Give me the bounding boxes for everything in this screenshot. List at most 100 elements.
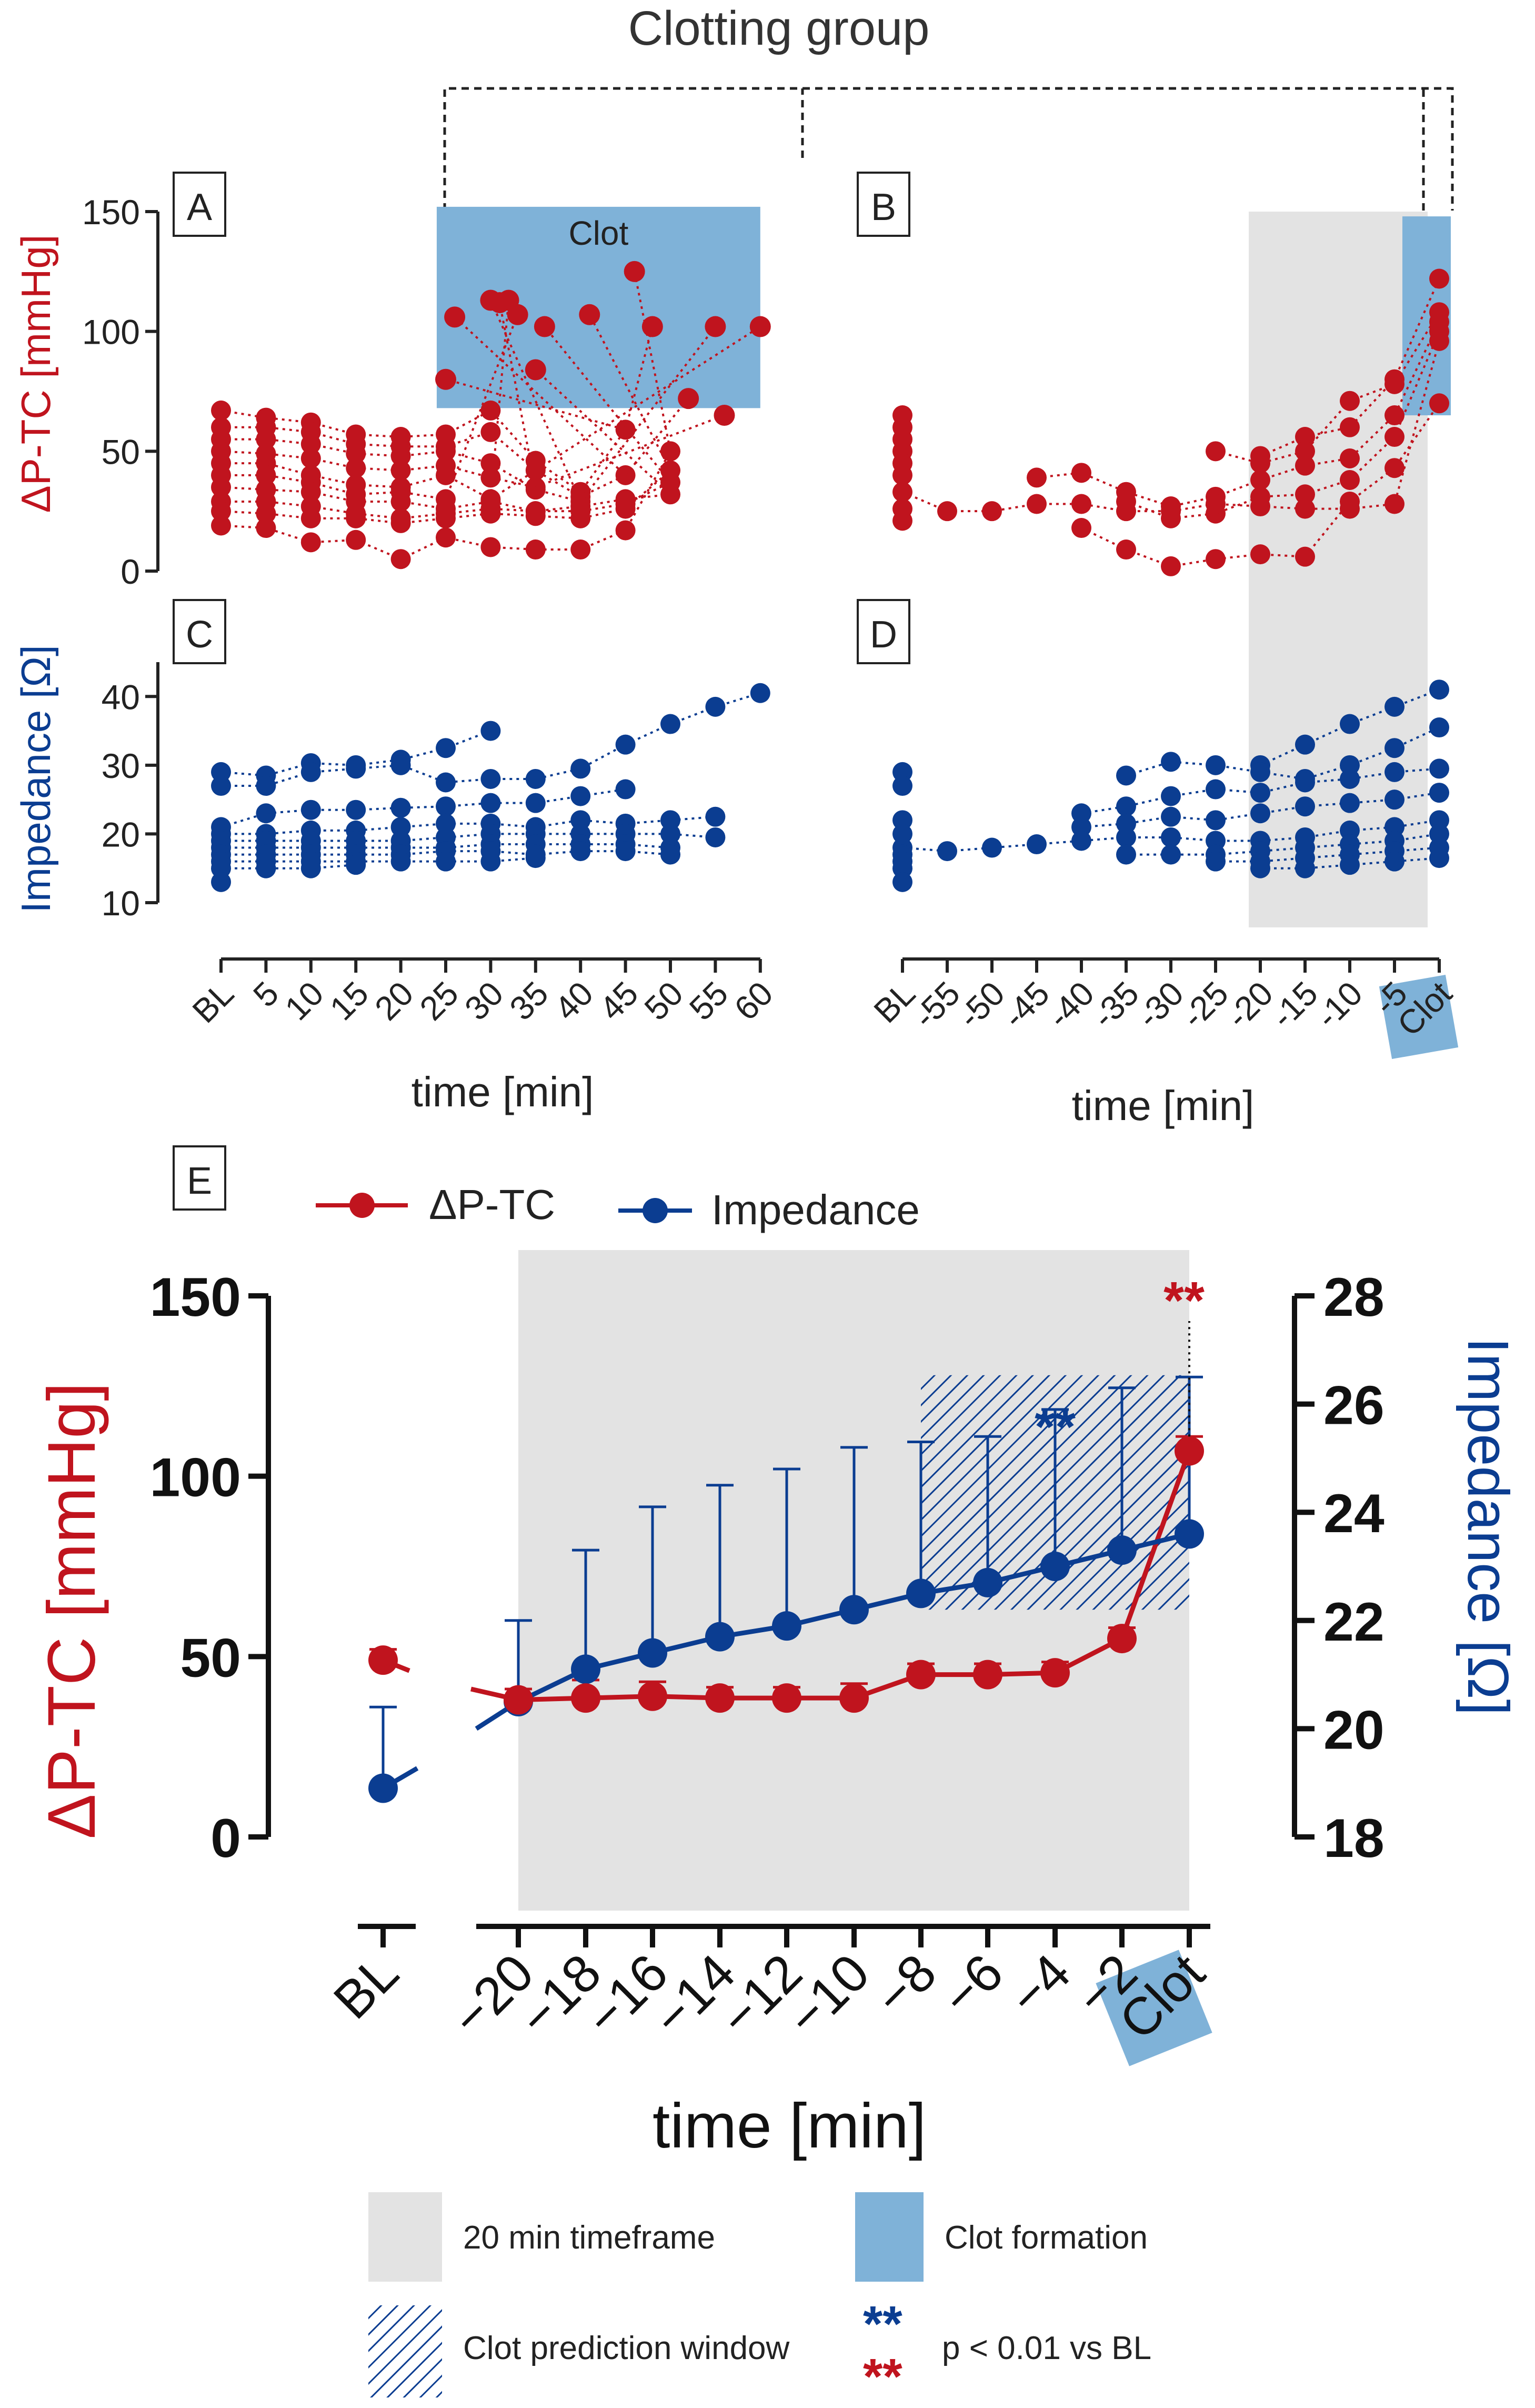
data-point-c [390, 851, 411, 872]
data-point-d [1429, 758, 1449, 779]
panel-box-a [173, 172, 226, 237]
data-point-b [1250, 544, 1270, 565]
panel-letter-c: C [186, 614, 213, 656]
data-point-c [256, 803, 276, 824]
clot-point-a [534, 316, 555, 337]
data-point-d [1250, 762, 1270, 782]
data-point-d [937, 841, 957, 862]
series-line-a [221, 300, 510, 501]
data-point-b [1206, 549, 1226, 569]
figure-title: Clotting group [628, 2, 930, 55]
connector-outer [443, 87, 1454, 211]
data-point-a [211, 477, 231, 497]
data-point-b [1384, 458, 1404, 478]
data-point-a [480, 453, 501, 474]
data-point-imp-e [906, 1578, 936, 1608]
data-point-a [300, 482, 321, 502]
data-point-c [660, 714, 680, 734]
legend-imp-label: Impedance [711, 1186, 920, 1233]
series-line-c [221, 864, 356, 870]
data-point-c [750, 683, 770, 703]
data-point-b [937, 501, 957, 522]
data-point-d [1340, 820, 1360, 841]
xlabel-time-d: time [min] [1072, 1082, 1255, 1129]
data-point-a [480, 422, 501, 442]
clot-point-a [678, 388, 699, 409]
data-point-c [480, 793, 501, 813]
data-point-d [1384, 762, 1404, 782]
data-point-b [1027, 494, 1047, 514]
bl-point-b [892, 511, 912, 531]
data-point-a [480, 537, 501, 557]
data-point-a [570, 508, 591, 528]
data-point-dp-e [839, 1683, 869, 1713]
data-point-b [1384, 405, 1404, 426]
y-tick-label-left-e: 0 [210, 1808, 241, 1869]
data-point-d [1071, 817, 1091, 837]
x-tick-label-e: −10 [776, 1943, 880, 2047]
data-point-c [346, 800, 366, 820]
data-point-imp-e [839, 1595, 869, 1625]
y-tick-label-right-e: 18 [1323, 1808, 1384, 1869]
data-point-b [1340, 391, 1360, 411]
data-point-d [1161, 806, 1181, 827]
data-point-a [390, 460, 411, 481]
data-point-a [480, 503, 501, 524]
data-point-imp-e [705, 1622, 735, 1652]
data-point-b [1295, 441, 1315, 462]
data-point-a [256, 518, 276, 538]
y-tick-label-c: 30 [102, 746, 140, 785]
data-point-a [300, 434, 321, 454]
clot-point-a [749, 316, 771, 337]
data-point-a [300, 508, 321, 528]
data-point-d [1206, 831, 1226, 851]
data-point-b [1295, 484, 1315, 505]
data-point-c [436, 796, 456, 817]
legend-timeframe-swatch [368, 2192, 442, 2282]
data-point-b [1071, 518, 1091, 538]
data-point-a [346, 508, 366, 528]
data-point-b [1071, 463, 1091, 483]
data-point-d [1116, 827, 1136, 847]
x-tick-label-c: BL [185, 974, 241, 1030]
y-tick-label-a: 0 [121, 552, 140, 591]
data-point-d [1206, 779, 1226, 800]
data-point-a [570, 539, 591, 560]
data-point-a [525, 460, 546, 481]
data-point-c [256, 858, 276, 878]
data-point-c [705, 696, 726, 717]
legend-clot-label: Clot formation [945, 2220, 1148, 2256]
bl-point-d [892, 872, 912, 892]
data-point-c [705, 827, 726, 847]
legend-imp-marker [643, 1198, 668, 1223]
data-point-c [480, 768, 501, 789]
y-tick-label-left-e: 100 [149, 1447, 241, 1508]
y-tick-label-left-e: 50 [180, 1627, 241, 1688]
data-point-d [1429, 848, 1449, 868]
panel-box-e [173, 1145, 226, 1211]
y-tick-label-a: 150 [82, 193, 140, 232]
data-point-b [982, 501, 1002, 522]
y-tick-label-right-e: 22 [1323, 1592, 1384, 1653]
data-point-d [1295, 796, 1315, 817]
data-point-c [525, 848, 546, 868]
data-point-d [1429, 717, 1449, 738]
data-point-a [211, 501, 231, 522]
data-point-c [705, 806, 726, 827]
bl-point-d [892, 858, 912, 878]
data-point-c [436, 738, 456, 758]
data-point-a [300, 448, 321, 468]
data-point-imp-e [571, 1654, 600, 1684]
data-point-a [436, 508, 456, 528]
clot-point-a [444, 306, 466, 328]
data-point-b [1071, 494, 1091, 514]
data-point-d [1250, 783, 1270, 803]
data-point-b [1116, 501, 1136, 522]
data-point-a [525, 539, 546, 560]
data-point-d [1340, 793, 1360, 813]
data-point-d [1340, 755, 1360, 775]
data-point-c [436, 851, 456, 872]
panel-letter-a: A [187, 186, 212, 228]
data-point-c [570, 786, 591, 806]
y-tick-label-left-e: 150 [149, 1267, 241, 1328]
